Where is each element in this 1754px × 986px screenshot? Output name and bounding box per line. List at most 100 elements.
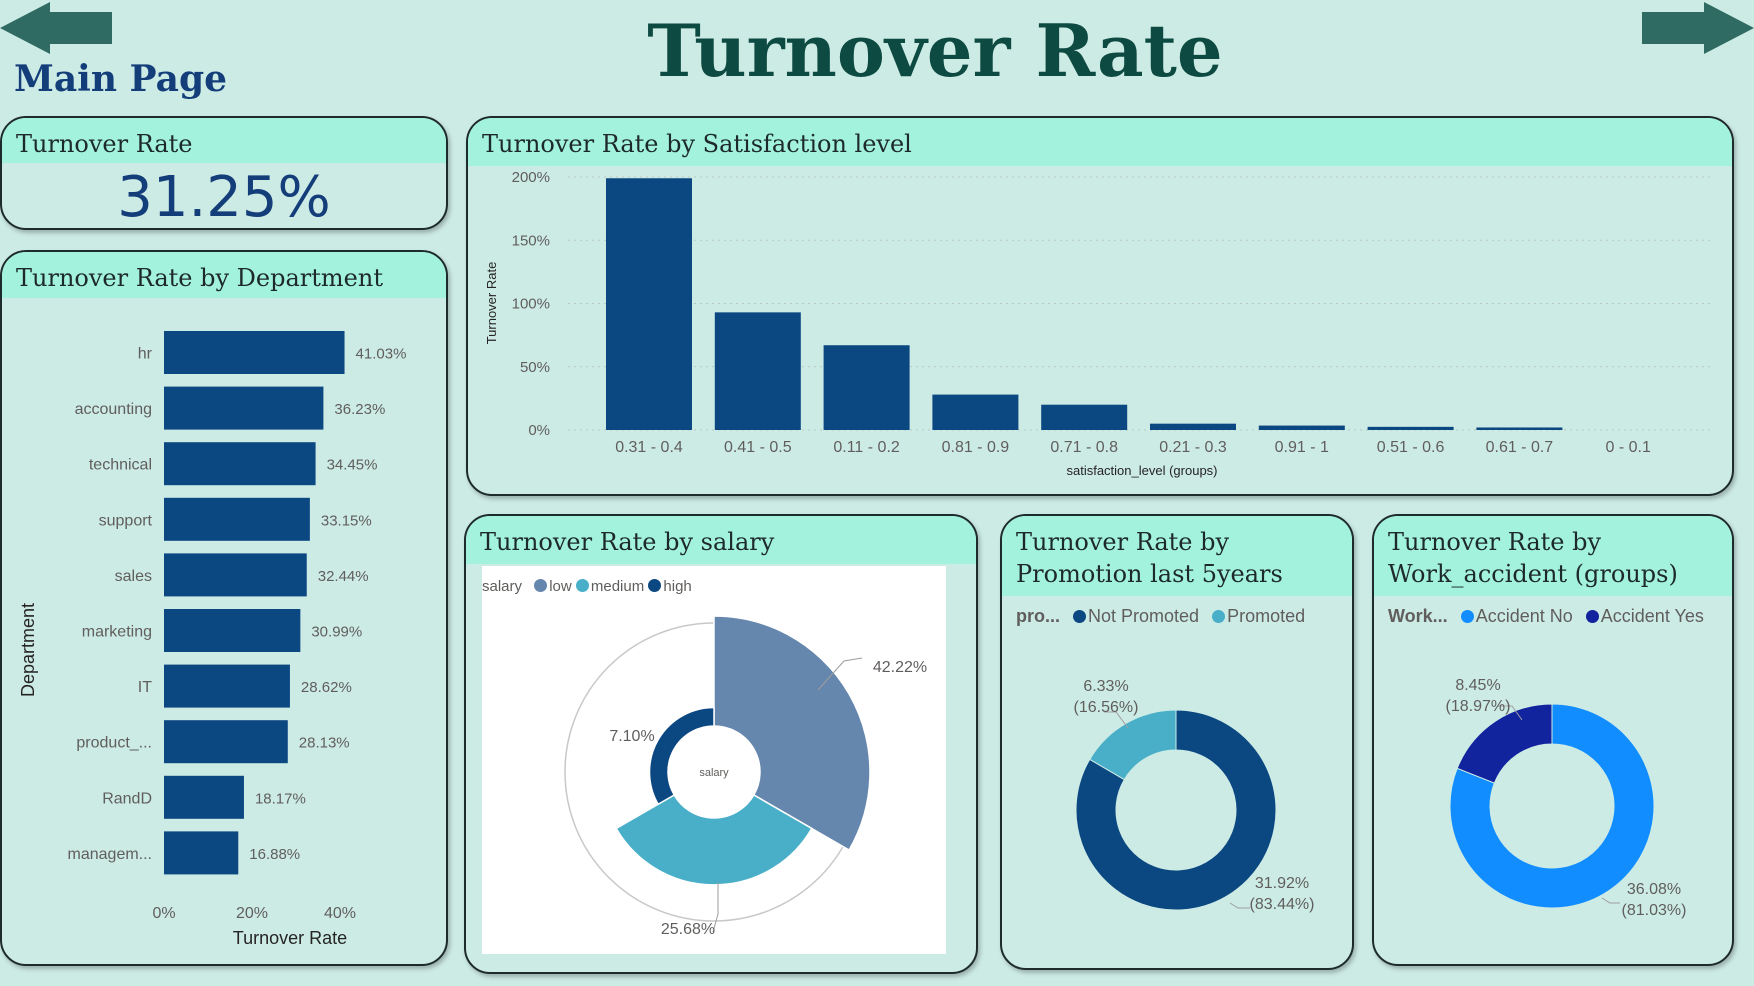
kpi-card: Turnover Rate 31.25%: [0, 116, 448, 230]
donut-data-label-percent: (18.97%): [1446, 698, 1511, 715]
kpi-value: 31.25%: [117, 165, 331, 230]
legend-item-accident-yes[interactable]: Accident Yes: [1585, 606, 1704, 626]
satisfaction-bar: [1476, 427, 1563, 430]
legend-item-low[interactable]: low: [534, 578, 572, 595]
legend-item-medium[interactable]: medium: [575, 578, 645, 595]
department-title: Turnover Rate by Department: [2, 252, 446, 298]
satisfaction-bar: [1258, 425, 1345, 430]
donut-data-label-percent: (81.03%): [1622, 902, 1687, 919]
department-x-axis-label: Turnover Rate: [233, 928, 347, 948]
department-data-label: 34.45%: [327, 457, 378, 474]
department-tick-label: accounting: [75, 401, 152, 418]
satisfaction-bar: [714, 312, 801, 430]
salary-rose-chart: salary 42.22% 25.68% 7.10%: [564, 615, 927, 938]
department-data-label: 41.03%: [356, 346, 407, 363]
donut-data-label-percent: (83.44%): [1250, 896, 1315, 913]
donut-leader-line: [1498, 705, 1523, 721]
satisfaction-y-tick: 150%: [512, 232, 550, 249]
donut-leader-line: [1229, 902, 1250, 909]
donut-leader-line: [1601, 897, 1620, 904]
department-bar-chart: hr 41.03% accounting 36.23% technical 34.45% s…: [18, 331, 407, 948]
salary-legend: salary low medium high: [482, 578, 692, 595]
satisfaction-y-tick: 100%: [512, 296, 550, 313]
legend-dot: [534, 579, 548, 592]
department-tick-label: RandD: [102, 790, 152, 807]
legend-label: low: [549, 578, 572, 595]
satisfaction-bar: [1367, 426, 1454, 430]
page-title: Turnover Rate: [647, 8, 1223, 93]
legend-dot: [648, 579, 662, 592]
satisfaction-x-tick: 0.81 - 0.9: [942, 439, 1010, 456]
department-bar: [164, 553, 307, 597]
department-bar: [164, 442, 316, 486]
satisfaction-x-tick: 0.21 - 0.3: [1159, 439, 1227, 456]
department-bar: [164, 497, 310, 541]
satisfaction-x-tick: 0.61 - 0.7: [1486, 439, 1554, 456]
satisfaction-title: Turnover Rate by Satisfaction level: [468, 118, 1732, 166]
legend-dot: [575, 579, 589, 592]
satisfaction-x-tick: 0.11 - 0.2: [833, 439, 900, 456]
promotion-title: Turnover Rate by Promotion last 5years: [1002, 516, 1352, 596]
department-data-label: 28.13%: [299, 735, 350, 752]
legend-label: Accident No: [1475, 606, 1573, 626]
legend-item-promoted[interactable]: Promoted: [1212, 606, 1305, 626]
department-data-label: 16.88%: [249, 846, 300, 863]
accident-card: Turnover Rate by Work_accident (groups) …: [1372, 514, 1734, 966]
department-x-tick: 40%: [324, 905, 356, 922]
department-bar: [164, 331, 345, 374]
satisfaction-bar: [823, 345, 910, 430]
back-arrow-icon[interactable]: [0, 2, 112, 54]
legend-dot: [1460, 610, 1474, 623]
department-bar: [164, 386, 324, 430]
department-tick-label: IT: [138, 679, 152, 696]
satisfaction-y-tick: 200%: [512, 169, 550, 186]
department-tick-label: technical: [89, 457, 152, 474]
accident-legend: Work... Accident No Accident Yes: [1388, 606, 1704, 627]
satisfaction-x-tick: 0.41 - 0.5: [724, 439, 792, 456]
salary-card: Turnover Rate by salary salary low mediu…: [464, 514, 978, 974]
department-card: Turnover Rate by Department hr 41.03% acco…: [0, 250, 448, 966]
main-page-link[interactable]: Main Page: [14, 58, 228, 100]
salary-leader-line: [817, 657, 863, 691]
satisfaction-y-tick: 0%: [528, 422, 550, 439]
department-bar: [164, 775, 244, 819]
satisfaction-x-tick: 0.71 - 0.8: [1050, 439, 1118, 456]
department-bar: [164, 664, 290, 708]
legend-item-high[interactable]: high: [648, 578, 692, 595]
department-data-label: 28.62%: [301, 679, 352, 696]
salary-data-label: 7.10%: [609, 728, 654, 745]
satisfaction-bar: [606, 178, 692, 430]
forward-arrow-icon[interactable]: [1642, 2, 1754, 54]
department-tick-label: support: [99, 512, 153, 529]
accident-donut-chart: 36.08% (81.03%) 8.45% (18.97%): [1446, 677, 1687, 919]
donut-data-label: 36.08%: [1627, 881, 1681, 898]
department-tick-label: marketing: [82, 624, 152, 641]
legend-title: pro...: [1016, 606, 1060, 626]
legend-dot: [1073, 610, 1087, 623]
department-data-label: 18.17%: [255, 790, 306, 807]
satisfaction-bar-chart: 200% 150% 100% 50% 0% 0.31 - 0.4 0.41 - 0.5 0.1…: [484, 169, 1712, 478]
legend-title: Work...: [1388, 606, 1448, 626]
donut-data-label: 8.45%: [1455, 677, 1500, 694]
salary-data-label: 25.68%: [661, 921, 715, 938]
legend-label: medium: [590, 578, 645, 595]
salary-center-hole: [668, 726, 760, 818]
department-data-label: 32.44%: [318, 568, 369, 585]
donut-slice: [1456, 703, 1553, 784]
satisfaction-x-tick: 0.31 - 0.4: [615, 439, 683, 456]
satisfaction-card: Turnover Rate by Satisfaction level 200%…: [466, 116, 1734, 496]
salary-data-label: 42.22%: [873, 659, 927, 676]
legend-label: high: [663, 578, 692, 595]
donut-leader-line: [1104, 711, 1129, 729]
salary-title: Turnover Rate by salary: [466, 516, 976, 564]
legend-item-accident-no[interactable]: Accident No: [1460, 606, 1573, 626]
legend-item-not-promoted[interactable]: Not Promoted: [1073, 606, 1199, 626]
donut-slice: [1449, 703, 1655, 909]
salary-plot-area: salary low medium high salary 42.22% 25.68…: [482, 566, 946, 954]
kpi-title: Turnover Rate: [2, 118, 446, 163]
satisfaction-x-tick: 0 - 0.1: [1606, 439, 1651, 456]
donut-slice: [1089, 709, 1177, 781]
satisfaction-x-axis-label: satisfaction_level (groups): [1066, 463, 1217, 478]
donut-data-label: 6.33%: [1083, 678, 1128, 695]
satisfaction-bar: [1150, 423, 1236, 430]
